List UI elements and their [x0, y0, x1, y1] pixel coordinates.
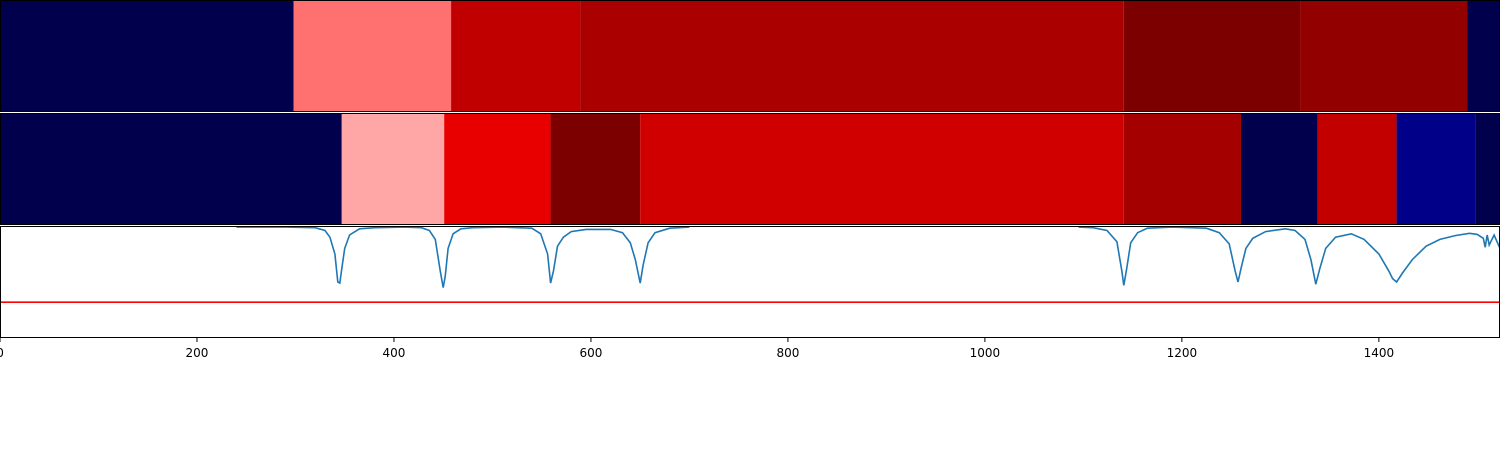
x-tick-label: 1200 [1167, 346, 1198, 360]
x-tick-label: 400 [383, 346, 406, 360]
heatmap-segment-1-1 [0, 0, 294, 112]
heatmap-segment-2-8 [1317, 113, 1397, 225]
x-tick-label: 800 [776, 346, 799, 360]
x-tick-label: 1400 [1364, 346, 1395, 360]
heatmap-segment-1-5 [1123, 0, 1301, 112]
heatmap-segment-2-1 [0, 113, 342, 225]
x-tick-label: 200 [186, 346, 209, 360]
heatmap-panel-top [0, 0, 1500, 112]
heatmap-segment-2-2 [341, 113, 445, 225]
x-tick-label: 0 [0, 346, 4, 360]
heatmap-segment-2-10 [1475, 113, 1500, 225]
line-panel [0, 226, 1500, 303]
heatmap-segment-1-4 [580, 0, 1124, 112]
signal-line-2 [1078, 226, 1500, 286]
panel-frame-3 [0, 226, 1500, 338]
x-axis: 0 200 400 600 800 1000 1200 1400 [0, 338, 1394, 360]
heatmap-segment-2-5 [640, 113, 1124, 225]
heatmap-segment-2-7 [1240, 113, 1318, 225]
x-tick-label: 600 [579, 346, 602, 360]
heatmap-segment-2-9 [1396, 113, 1476, 225]
heatmap-segment-2-6 [1123, 113, 1241, 225]
x-tick-label: 1000 [970, 346, 1001, 360]
heatmap-segment-2-4 [550, 113, 641, 225]
heatmap-segment-1-7 [1467, 0, 1500, 112]
heatmap-segment-2-3 [444, 113, 551, 225]
heatmap-panel-middle [0, 113, 1500, 225]
heatmap-segment-1-2 [293, 0, 452, 112]
heatmap-segment-1-3 [451, 0, 581, 112]
signal-line-1 [236, 226, 690, 288]
heatmap-segment-1-6 [1300, 0, 1468, 112]
